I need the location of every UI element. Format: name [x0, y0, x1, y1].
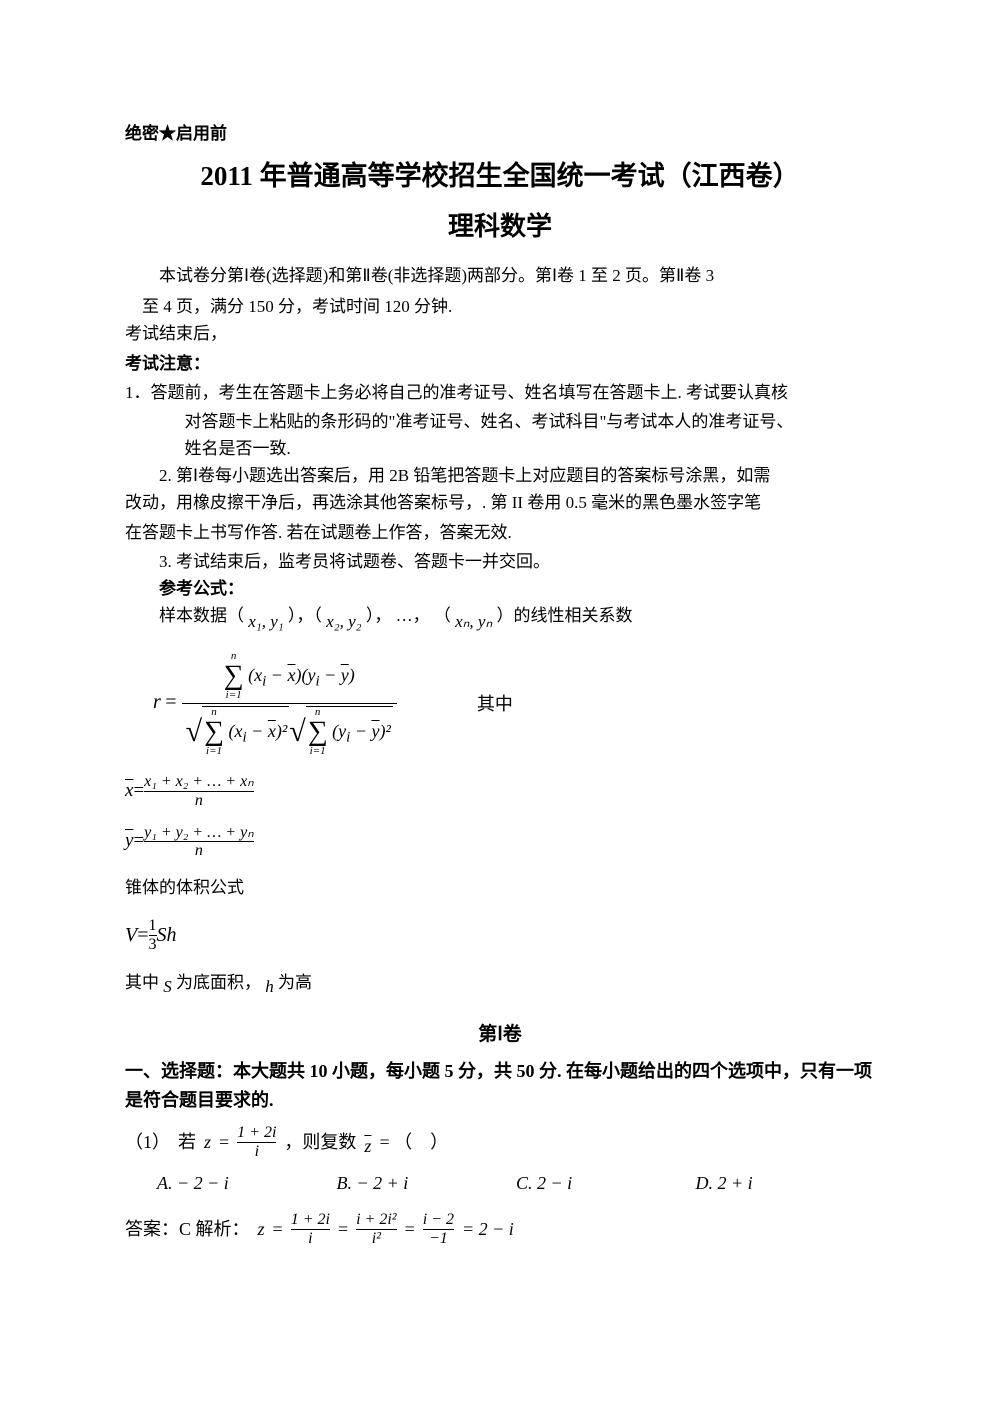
q1-number: （1）	[125, 1128, 170, 1157]
section-1-instruction: 一、选择题：本大题共 10 小题，每小题 5 分，共 50 分. 在每小题给出的…	[125, 1057, 875, 1115]
instruction-2c: 在答题卡上书写作答. 若在试题卷上作答，答案无效.	[125, 519, 875, 546]
where-text: 其中	[477, 690, 513, 719]
instruction-1a: 1．答题前，考生在答题卡上务必将自己的准考证号、姓名填写在答题卡上. 考试要认真…	[125, 379, 875, 406]
cone-explain: 其中 S 为底面积， h 为高	[125, 969, 875, 996]
cone-volume-formula: V = 1 3 Sh	[125, 917, 875, 953]
mean-y-formula: y = y₁ + y₂ + … + yₙ n	[125, 824, 875, 860]
question-1: （1） 若 z = 1 + 2i i ，则复数 z = （ ）	[125, 1124, 875, 1160]
instruction-2a: 2. 第Ⅰ卷每小题选出答案后，用 2B 铅笔把答题卡上对应题目的答案标号涂黑，如…	[125, 462, 875, 489]
intro-line-2: 至 4 页，满分 150 分，考试时间 120 分钟.	[125, 293, 875, 320]
sum-lower: i=1	[226, 690, 242, 701]
option-a: A. − 2 − i	[157, 1169, 337, 1198]
correlation-formula: r = n ∑ i=1 (xi − x)(yi − y) √ n ∑ i=1	[153, 649, 875, 759]
confidential-label: 绝密★启用前	[125, 120, 875, 147]
option-b: B. − 2 + i	[337, 1169, 517, 1198]
var-r: r	[153, 692, 161, 714]
q1-suffix: ，则复数	[284, 1128, 356, 1157]
sample-x2y2: x₂, y₂	[326, 612, 361, 631]
sample-xnyn: xₙ, yₙ	[455, 612, 492, 631]
notice-label: 考试注意：	[125, 350, 875, 377]
subtitle: 理科数学	[125, 206, 875, 248]
mean-x-formula: x = x₁ + x₂ + … + xₙ n	[125, 773, 875, 809]
instruction-1b: 对答题卡上粘贴的条形码的"准考证号、姓名、考试科目"与考试本人的准考证号、	[125, 408, 875, 435]
q1-prefix: 若	[178, 1128, 196, 1157]
q1-end: = （ ）	[379, 1128, 448, 1157]
instruction-1c: 姓名是否一致.	[125, 435, 875, 462]
main-title: 2011 年普通高等学校招生全国统一考试（江西卷）	[125, 155, 875, 198]
sample-suffix: ）的线性相关系数	[496, 606, 632, 625]
sample-data-line: 样本数据（ x₁, y₁ ），（ x₂, y₂ ）， …， （ xₙ, yₙ ）…	[125, 602, 875, 629]
section-1-label: 第Ⅰ卷	[125, 1020, 875, 1050]
intro-line-1: 本试卷分第Ⅰ卷(选择题)和第Ⅱ卷(非选择题)两部分。第Ⅰ卷 1 至 2 页。第Ⅱ…	[125, 262, 875, 289]
sample-mid2: ）， …， （	[366, 606, 451, 625]
exam-end-line: 考试结束后，	[125, 320, 875, 347]
cone-volume-label: 锥体的体积公式	[125, 874, 875, 901]
option-c: C. 2 − i	[516, 1169, 696, 1198]
sample-prefix: 样本数据（	[159, 606, 244, 625]
option-d: D. 2 + i	[696, 1169, 876, 1198]
answer-prefix: 答案：C 解析：	[125, 1215, 250, 1244]
instruction-3: 3. 考试结束后，监考员将试题卷、答题卡一并交回。	[125, 548, 875, 575]
sample-mid1: ），（	[288, 606, 322, 625]
reference-formula-label: 参考公式：	[125, 575, 875, 602]
question-1-answer: 答案：C 解析： z = 1 + 2i i = i + 2i² i² = i −…	[125, 1211, 875, 1247]
instruction-2b: 改动，用橡皮擦干净后，再选涂其他答案标号，. 第 II 卷用 0.5 毫米的黑色…	[125, 489, 875, 516]
question-1-options: A. − 2 − i B. − 2 + i C. 2 − i D. 2 + i	[125, 1169, 875, 1198]
sample-x1y1: x₁, y₁	[248, 612, 283, 631]
